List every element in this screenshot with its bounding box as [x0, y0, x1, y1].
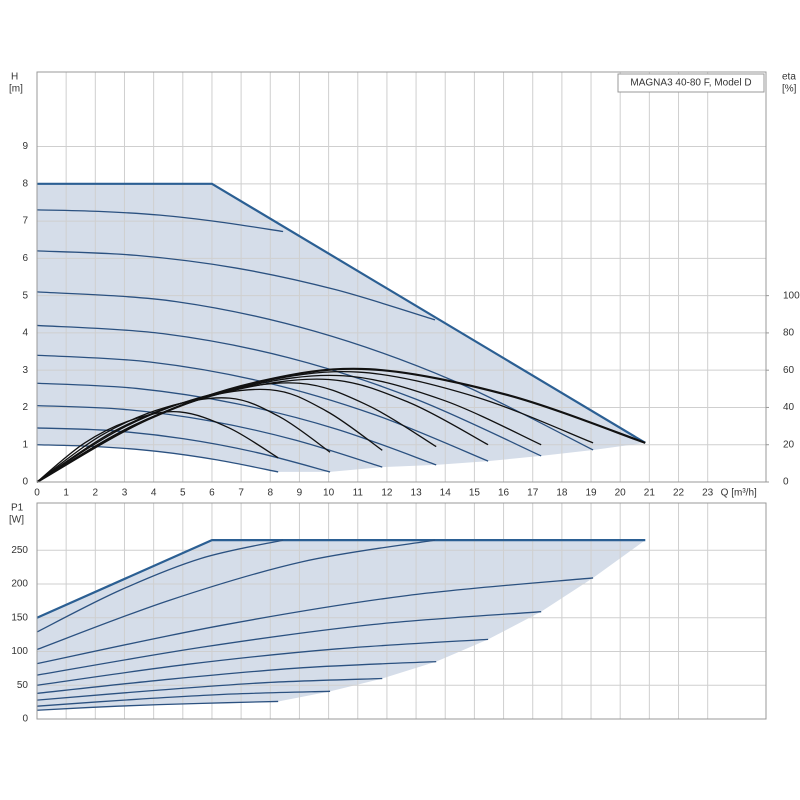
- y-tick-label: 200: [11, 579, 28, 590]
- title-box: [617, 73, 765, 93]
- x-tick-label: 3: [122, 488, 128, 499]
- y-axis-label: P1: [11, 503, 24, 514]
- x-axis-label: Q [m³/h]: [721, 488, 757, 499]
- y-tick-label: 0: [22, 714, 28, 725]
- y2-tick-label: 40: [783, 402, 795, 413]
- series-line: [36, 638, 489, 686]
- series-line: [36, 539, 284, 633]
- y-axis-label: H: [11, 72, 18, 83]
- y-axis-unit: [m]: [9, 84, 23, 95]
- x-tick-label: 19: [585, 488, 597, 499]
- efficiency-curve: [36, 411, 279, 483]
- x-tick-label: 22: [673, 488, 685, 499]
- series-line: [36, 577, 594, 665]
- y-tick-label: 1: [22, 439, 28, 450]
- y2-tick-label: 80: [783, 328, 795, 339]
- efficiency-curve: [36, 367, 646, 483]
- series-line: [36, 291, 594, 451]
- series-line: [36, 690, 331, 707]
- series-line: [36, 539, 646, 619]
- y2-axis-label: eta: [782, 72, 796, 83]
- series-line: [36, 324, 542, 457]
- y-axis-unit: [W]: [9, 515, 24, 526]
- operating-area: [37, 183, 646, 472]
- series-line: [36, 427, 331, 473]
- chart-title: MAGNA3 40-80 F, Model D: [630, 78, 751, 89]
- y2-tick-label: 0: [783, 477, 789, 488]
- y-tick-label: 6: [22, 253, 28, 264]
- y2-tick-label: 20: [783, 439, 795, 450]
- y-tick-label: 7: [22, 216, 28, 227]
- series-line: [36, 611, 542, 676]
- y-tick-label: 3: [22, 365, 28, 376]
- x-tick-label: 12: [381, 488, 393, 499]
- series-line: [36, 382, 437, 466]
- x-tick-label: 23: [702, 488, 714, 499]
- plot-border: [36, 502, 767, 720]
- y2-tick-label: 60: [783, 365, 795, 376]
- y-tick-label: 5: [22, 290, 28, 301]
- x-tick-label: 14: [440, 488, 452, 499]
- operating-area: [37, 540, 646, 711]
- x-tick-label: 4: [151, 488, 157, 499]
- x-tick-label: 16: [498, 488, 510, 499]
- x-tick-label: 7: [238, 488, 244, 499]
- y-tick-label: 8: [22, 178, 28, 189]
- series-line: [36, 677, 383, 701]
- x-tick-label: 11: [353, 488, 364, 499]
- plot-border: [36, 71, 767, 483]
- series-line: [36, 539, 436, 651]
- y-tick-label: 4: [22, 328, 28, 339]
- series-line: [36, 250, 436, 321]
- x-tick-label: 21: [644, 488, 656, 499]
- y-tick-label: 50: [17, 680, 29, 691]
- series-line: [36, 700, 279, 711]
- y-tick-label: 150: [11, 612, 28, 623]
- y-tick-label: 9: [22, 141, 28, 152]
- x-tick-label: 20: [615, 488, 627, 499]
- series-line: [36, 209, 284, 233]
- y-tick-label: 100: [11, 646, 28, 657]
- x-tick-label: 2: [93, 488, 99, 499]
- x-tick-label: 0: [34, 488, 40, 499]
- y2-axis-unit: [%]: [782, 84, 797, 95]
- y2-tick-label: 100: [783, 290, 800, 301]
- series-line: [36, 660, 437, 694]
- series-line: [37, 182, 646, 444]
- x-tick-label: 5: [180, 488, 186, 499]
- x-tick-label: 10: [323, 488, 335, 499]
- y-tick-label: 2: [22, 402, 28, 413]
- x-tick-label: 8: [267, 488, 273, 499]
- x-tick-label: 18: [556, 488, 568, 499]
- x-tick-label: 13: [411, 488, 423, 499]
- y-tick-label: 0: [22, 477, 28, 488]
- x-tick-label: 15: [469, 488, 481, 499]
- x-tick-label: 6: [209, 488, 215, 499]
- x-tick-label: 1: [63, 488, 69, 499]
- x-tick-label: 9: [297, 488, 303, 499]
- y-tick-label: 250: [11, 545, 28, 556]
- series-line: [36, 444, 279, 473]
- x-tick-label: 17: [527, 488, 539, 499]
